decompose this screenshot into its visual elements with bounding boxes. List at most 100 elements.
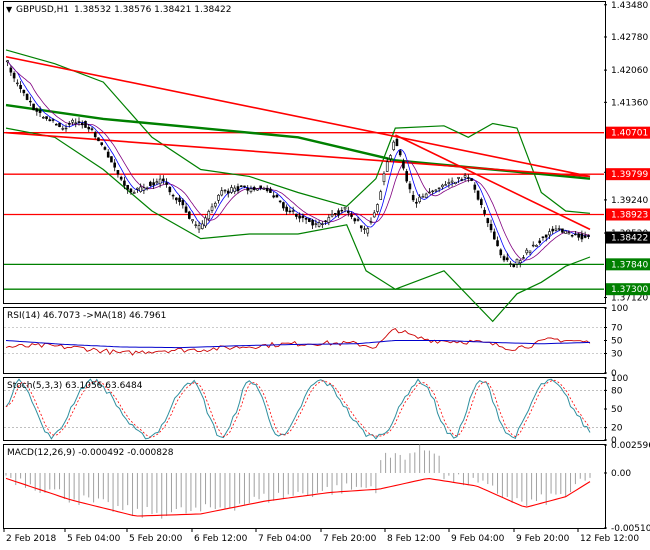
price-level-label[interactable]: 1.37840 — [606, 258, 650, 271]
candle — [567, 230, 571, 235]
candle-body — [528, 250, 532, 253]
stoch-k-line — [5, 378, 591, 440]
price-level-label[interactable]: 1.38923 — [606, 208, 650, 221]
rsi-ma-line — [5, 340, 591, 349]
candle-body — [522, 257, 525, 259]
candle-body — [25, 93, 29, 100]
price-level-label-box — [606, 126, 650, 139]
candle — [528, 250, 532, 256]
candle-body — [97, 137, 100, 142]
price-level-label[interactable]: 1.37300 — [606, 283, 650, 296]
candle-body — [139, 186, 142, 192]
candle — [285, 204, 288, 215]
candle — [188, 210, 191, 220]
trendline[interactable] — [5, 55, 591, 178]
candle — [175, 197, 178, 204]
candle — [570, 234, 574, 238]
candle-body — [77, 121, 81, 123]
candle — [38, 106, 42, 118]
candle-body — [207, 211, 211, 220]
candle — [152, 178, 155, 189]
candle-body — [564, 230, 567, 234]
candle-body — [421, 196, 425, 198]
candle-body — [197, 225, 201, 230]
collapse-triangle-icon[interactable]: ▼ — [6, 5, 13, 14]
candle — [204, 215, 207, 228]
candle-body — [372, 212, 376, 218]
rsi-plot-area[interactable] — [4, 327, 604, 356]
candle — [84, 120, 87, 128]
price-level-label[interactable]: 1.40701 — [606, 126, 650, 139]
price-tick-label: 1.37120 — [611, 293, 648, 303]
candle-body — [100, 142, 104, 145]
candle — [100, 142, 104, 147]
candle-body — [67, 123, 71, 125]
candle-body — [551, 228, 554, 232]
candle-body — [441, 184, 444, 188]
time-tick-label: 8 Feb 12:00 — [387, 534, 441, 544]
candle-body — [395, 138, 399, 147]
candle — [119, 175, 123, 182]
stoch-tick-label: 50 — [611, 405, 623, 415]
candle — [291, 206, 295, 215]
candle — [428, 188, 431, 194]
candle — [470, 178, 473, 182]
candle — [557, 225, 561, 232]
candle-body — [304, 217, 308, 220]
candle — [431, 189, 434, 195]
candle — [80, 120, 84, 129]
trendline[interactable] — [394, 134, 591, 231]
candle — [457, 176, 460, 184]
stoch-plot-area[interactable] — [4, 378, 604, 440]
candle-body — [158, 178, 162, 185]
candle — [90, 126, 94, 132]
candle — [415, 198, 418, 208]
candle-body — [538, 240, 542, 244]
candle-body — [577, 233, 580, 238]
candle — [233, 185, 237, 195]
price-level-label[interactable]: 1.39799 — [606, 168, 650, 181]
candle — [304, 216, 308, 224]
candle-body — [450, 180, 454, 183]
candle — [22, 89, 26, 97]
trendline[interactable] — [5, 131, 591, 178]
candle-body — [405, 171, 408, 182]
candle — [142, 183, 146, 195]
price-level-label-box — [606, 168, 650, 181]
price-level-label[interactable]: 1.38422 — [606, 231, 650, 244]
macd-tick-label: 0.00 — [611, 469, 631, 479]
candle-body — [175, 197, 178, 201]
candle — [444, 181, 447, 186]
slow-ma-line — [5, 60, 591, 261]
candle-body — [509, 263, 512, 265]
candle-body — [246, 187, 250, 191]
candle-body — [548, 231, 551, 236]
price-plot-area[interactable] — [4, 49, 604, 323]
candle-body — [343, 206, 347, 210]
fast-ma-line — [5, 60, 591, 264]
candle-body — [444, 184, 447, 186]
candle — [509, 261, 512, 268]
macd-plot-area[interactable] — [5, 444, 591, 519]
candle-body — [288, 210, 292, 213]
candle — [525, 247, 529, 256]
candle — [564, 230, 567, 234]
candle — [197, 221, 201, 234]
candle — [314, 219, 318, 228]
time-tick-label: 6 Feb 12:00 — [194, 534, 248, 544]
candle — [126, 184, 129, 194]
candle — [389, 154, 392, 162]
candle-body — [230, 187, 233, 193]
candle-body — [220, 190, 224, 196]
candle-body — [110, 156, 113, 163]
candle-body — [398, 150, 402, 156]
candle-body — [136, 187, 139, 190]
candle-body — [327, 217, 331, 223]
candle — [483, 207, 486, 217]
candle-body — [181, 200, 185, 206]
candle-body — [389, 155, 392, 160]
candle — [486, 217, 490, 228]
candle — [295, 213, 298, 220]
green-moving-average-line — [5, 103, 591, 180]
